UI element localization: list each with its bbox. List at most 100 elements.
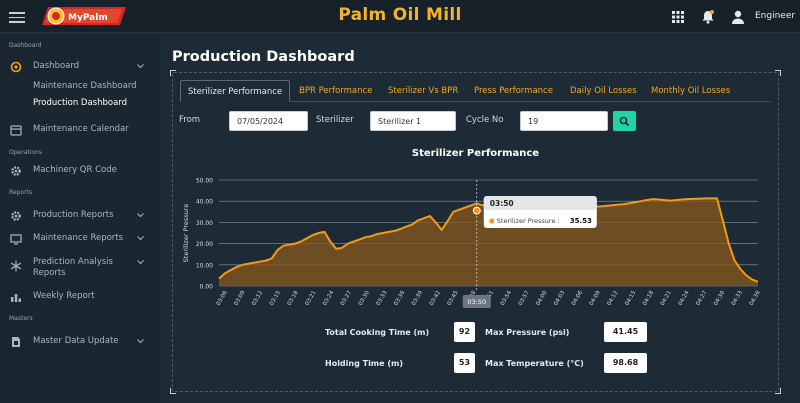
sidebar-item-machinery-qr-code[interactable]: Machinery QR Code: [0, 162, 160, 180]
notification-bell-icon[interactable]: [700, 9, 716, 25]
sidebar-item-label: Master Data Update: [33, 336, 119, 346]
tooltip-header: [483, 196, 597, 210]
tooltip-value: 35.53: [570, 217, 592, 225]
holding-time-value: 53: [454, 353, 475, 373]
x-tick-label: 04:12: [606, 290, 619, 307]
from-label: From: [179, 115, 201, 125]
user-name[interactable]: Engineer: [755, 11, 796, 21]
sterilizer-pressure-chart[interactable]: 0.00 10.00 20.00 30.00 40.00 50.00 Sterilizer …: [172, 165, 772, 315]
menu-icon[interactable]: [9, 12, 25, 23]
sidebar-item-label: Maintenance Calendar: [33, 124, 129, 134]
x-tick-label: 04:21: [660, 290, 673, 307]
sidebar-item-maintenance-dashboard[interactable]: Maintenance Dashboard: [33, 81, 137, 91]
snowflake-icon: [10, 260, 22, 272]
x-tick-label: 03:18: [287, 290, 300, 307]
sidebar-item-maintenance-calendar[interactable]: Maintenance Calendar: [0, 121, 160, 139]
tooltip-series-name: Sterilizer Pressure :: [497, 217, 560, 225]
from-date-field[interactable]: 07/05/2024: [229, 111, 308, 131]
sidebar-item-label: Machinery QR Code: [33, 165, 117, 175]
sidebar-item-maintenance-reports[interactable]: Maintenance Reports: [0, 230, 160, 248]
sidebar-item-label: Weekly Report: [33, 291, 95, 301]
card-corner: [170, 388, 176, 394]
sidebar: Dashboard Dashboard Maintenance Dashboar…: [0, 34, 160, 403]
x-tick-label: 03:21: [304, 290, 317, 307]
tooltip-legend-dot: [489, 218, 495, 224]
card-corner: [170, 70, 176, 76]
document-icon: [12, 337, 20, 347]
x-tick-label: 04:27: [695, 290, 708, 307]
card-corner: [775, 70, 781, 76]
crosshair-label: 03:50: [467, 298, 486, 306]
x-tick-label: 04:09: [589, 290, 602, 307]
sidebar-item-production-reports[interactable]: Production Reports: [0, 207, 160, 225]
sidebar-item-label-line1: Prediction Analysis: [33, 257, 113, 267]
page-title: Production Dashboard: [172, 49, 355, 65]
x-tick-label: 03:15: [269, 290, 282, 307]
sidebar-item-label-line2: Reports: [33, 268, 66, 278]
chevron-down-icon: [137, 236, 144, 241]
x-tick-label: 03:30: [358, 290, 371, 307]
chevron-down-icon: [137, 339, 144, 344]
sidebar-item-dashboard[interactable]: Dashboard: [0, 58, 160, 76]
apps-grid-icon[interactable]: [670, 9, 686, 25]
y-axis-label: Sterilizer Pressure: [182, 204, 190, 263]
calendar-icon: [10, 125, 22, 136]
x-tick-label: 04:03: [553, 290, 566, 307]
sidebar-item-weekly-report[interactable]: Weekly Report: [0, 288, 160, 306]
mypalm-logo[interactable]: MyPalm: [42, 5, 126, 27]
tab-press-performance[interactable]: Press Performance: [474, 86, 553, 96]
gear-icon: [11, 211, 21, 221]
y-tick-label: 50.00: [196, 178, 213, 185]
x-tick-label: 03:27: [340, 290, 353, 307]
x-tick-label: 04:06: [571, 290, 584, 307]
chart-title: Sterilizer Performance: [411, 148, 540, 159]
x-tick-label: 04:00: [535, 290, 548, 307]
tab-bpr-performance[interactable]: BPR Performance: [299, 86, 373, 96]
search-icon: [619, 116, 630, 127]
x-tick-label: 03:39: [411, 290, 424, 307]
y-tick-label: 40.00: [196, 199, 213, 206]
top-bar: MyPalm Palm Oil Mill Engineer: [0, 0, 800, 33]
tab-sterilizer-vs-bpr[interactable]: Sterilizer Vs BPR: [388, 86, 459, 96]
sterilizer-select[interactable]: Sterilizer 1: [370, 111, 456, 131]
x-tick-label: 03:54: [500, 290, 513, 307]
section-label-dashboard: Dashboard: [9, 42, 42, 49]
total-cooking-time-value: 92: [454, 322, 475, 342]
dashboard-gauge-icon: [10, 61, 22, 73]
tabs-underline: [180, 101, 771, 102]
x-tick-label: 03:06: [216, 290, 229, 307]
tab-sterilizer-performance[interactable]: Sterilizer Performance: [180, 80, 290, 102]
chevron-down-icon: [137, 64, 144, 69]
sterilizer-label: Sterilizer: [316, 115, 354, 125]
max-pressure-value: 41.45: [604, 322, 647, 342]
sidebar-item-prediction-analysis-reports[interactable]: Prediction Analysis Reports: [0, 254, 160, 280]
x-tick-label: 04:24: [678, 290, 691, 307]
sidebar-item-label: Dashboard: [33, 61, 80, 71]
max-pressure-label: Max Pressure (psi): [485, 328, 570, 337]
x-tick-label: 04:18: [642, 290, 655, 307]
max-temperature-value: 98.68: [604, 353, 647, 373]
section-label-reports: Reports: [9, 189, 33, 196]
max-temperature-label: Max Temperature (°C): [485, 359, 584, 368]
bar-chart-icon: [11, 294, 21, 302]
gear-icon: [11, 166, 21, 176]
x-tick-label: 03:24: [322, 290, 335, 307]
chevron-down-icon: [137, 213, 144, 218]
logo-text: MyPalm: [68, 13, 108, 23]
tab-daily-oil-losses[interactable]: Daily Oil Losses: [570, 86, 637, 96]
y-tick-label: 10.00: [196, 262, 213, 269]
sidebar-item-master-data-update[interactable]: Master Data Update: [0, 333, 160, 351]
tooltip-point: [472, 206, 481, 215]
total-cooking-time-label: Total Cooking Time (m): [325, 328, 430, 337]
x-tick-label: 03:45: [447, 290, 460, 307]
y-tick-label: 20.00: [196, 241, 213, 248]
cycle-no-field[interactable]: 19: [520, 111, 608, 131]
sidebar-item-production-dashboard[interactable]: Production Dashboard: [33, 98, 128, 108]
x-tick-label: 03:33: [376, 290, 389, 307]
dashboard-card: [172, 72, 779, 392]
tooltip-time: 03:50: [490, 199, 514, 208]
user-icon[interactable]: [730, 9, 746, 25]
tab-monthly-oil-losses[interactable]: Monthly Oil Losses: [651, 86, 731, 96]
x-tick-label: 03:12: [251, 290, 264, 307]
search-button[interactable]: [613, 111, 636, 131]
